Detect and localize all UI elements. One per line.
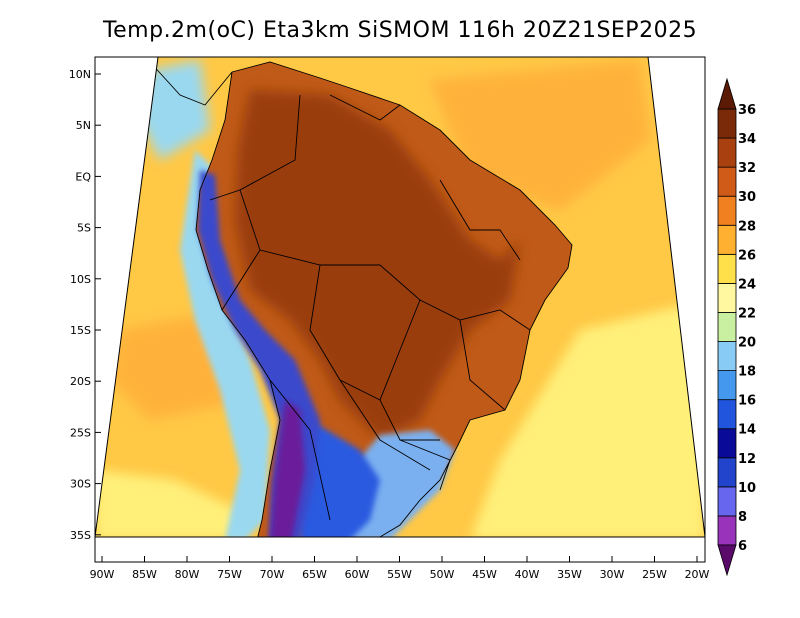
brazil-west-border <box>239 94 440 441</box>
colorbar-level-label: 26 <box>738 248 756 263</box>
atlantic-coastline <box>231 61 573 537</box>
brazil-state-borders-central <box>419 299 531 331</box>
colorbar-low-arrow <box>717 544 737 577</box>
colorbar-bin <box>717 486 737 517</box>
lon-tick-label: 70W <box>260 568 285 581</box>
colorbar-bin <box>717 108 737 139</box>
ocean-cool-zone-east <box>470 300 705 537</box>
colorbar-level-label: 20 <box>738 336 756 351</box>
lat-tick-label: 25S <box>70 426 91 439</box>
colorbar-level-label: 18 <box>738 365 756 380</box>
lon-tick-label: 20W <box>685 568 710 581</box>
colorbar-level-label: 6 <box>738 539 747 554</box>
colorbar-level-label: 28 <box>738 219 756 234</box>
colorbar-bin <box>717 195 737 226</box>
colorbar-bin <box>717 224 737 255</box>
uruguay-border <box>399 439 451 491</box>
colorbar-bin <box>717 166 737 197</box>
colorbar-bin <box>717 399 737 430</box>
paraguay-border <box>339 379 431 471</box>
lon-tick-label: 80W <box>175 568 200 581</box>
lon-tick-label: 60W <box>345 568 370 581</box>
guianas-border <box>329 94 401 121</box>
colorbar-level-label: 10 <box>738 481 756 496</box>
latitude-axis: 10N 5N EQ 5S 10S 15S 20S 25S 30S 35S <box>69 68 101 542</box>
ocean-cool-zone-pacific <box>95 470 240 537</box>
lon-tick-label: 45W <box>472 568 497 581</box>
colorbar-level-label: 14 <box>738 423 756 438</box>
colorbar-bin <box>717 428 737 459</box>
colorbar-bin <box>717 341 737 371</box>
colorbar-bin <box>717 457 737 488</box>
lat-tick-label: 5S <box>77 222 91 235</box>
ocean-cool-zone-northwest <box>140 60 210 160</box>
lon-tick-label: 85W <box>132 568 157 581</box>
lat-tick-label: 30S <box>70 478 91 491</box>
ecuador-border <box>209 189 241 201</box>
colorbar-level-label: 36 <box>738 103 756 118</box>
colorbar-bin <box>717 137 737 168</box>
lon-tick-label: 50W <box>430 568 455 581</box>
colorbar-bin <box>717 515 737 546</box>
colorbar-level-label: 32 <box>738 161 756 176</box>
map-title: Temp.2m(oC) Eta3km SiSMOM 116h 20Z21SEP2… <box>102 18 698 43</box>
lon-tick-label: 55W <box>387 568 412 581</box>
lat-tick-label: 5N <box>76 119 91 132</box>
central-america-coastline <box>149 61 233 106</box>
colorbar-bin <box>717 312 737 342</box>
colorbar-level-label: 30 <box>738 190 756 205</box>
colorbar-bin <box>717 370 737 401</box>
lon-tick-label: 40W <box>515 568 540 581</box>
colorbar-level-label: 24 <box>738 277 756 292</box>
colorbar-level-label: 16 <box>738 394 756 409</box>
lat-tick-label: 10S <box>70 273 91 286</box>
lat-tick-label: 10N <box>69 68 91 81</box>
argentina-chile-border <box>269 379 331 521</box>
colorbar-level-label: 34 <box>738 132 756 147</box>
bolivia-border <box>309 264 381 401</box>
lat-tick-label: EQ <box>75 170 91 183</box>
lat-tick-label: 20S <box>70 375 91 388</box>
colorbar-bin <box>717 253 737 284</box>
country-borders <box>149 61 573 537</box>
colorbar-level-label: 8 <box>738 510 747 525</box>
lon-tick-label: 65W <box>302 568 327 581</box>
longitude-axis: 90W 85W 80W 75W 70W 65W 60W 55W 50W 45W 40W 35W 30W 2… <box>90 556 710 581</box>
peru-border <box>221 249 261 311</box>
colorbar-high-arrow <box>717 77 737 110</box>
colorbar-level-label: 12 <box>738 452 756 467</box>
temperature-field <box>95 57 705 537</box>
brazil-state-borders-southeast <box>459 319 506 411</box>
colorbar-level-label: 22 <box>738 306 756 321</box>
colorbar-bin <box>717 282 737 313</box>
lat-tick-label: 35S <box>70 529 91 542</box>
andes-coldest-zone <box>270 400 305 537</box>
lon-tick-label: 75W <box>217 568 242 581</box>
brazil-state-borders-north <box>439 179 521 261</box>
colorbar: 6 8 10 12 14 16 18 20 22 24 26 28 30 32 34 36 <box>717 77 756 577</box>
lon-tick-label: 25W <box>642 568 667 581</box>
lon-tick-label: 35W <box>557 568 582 581</box>
lon-tick-label: 30W <box>600 568 625 581</box>
lon-tick-label: 90W <box>90 568 115 581</box>
lat-tick-label: 15S <box>70 324 91 337</box>
